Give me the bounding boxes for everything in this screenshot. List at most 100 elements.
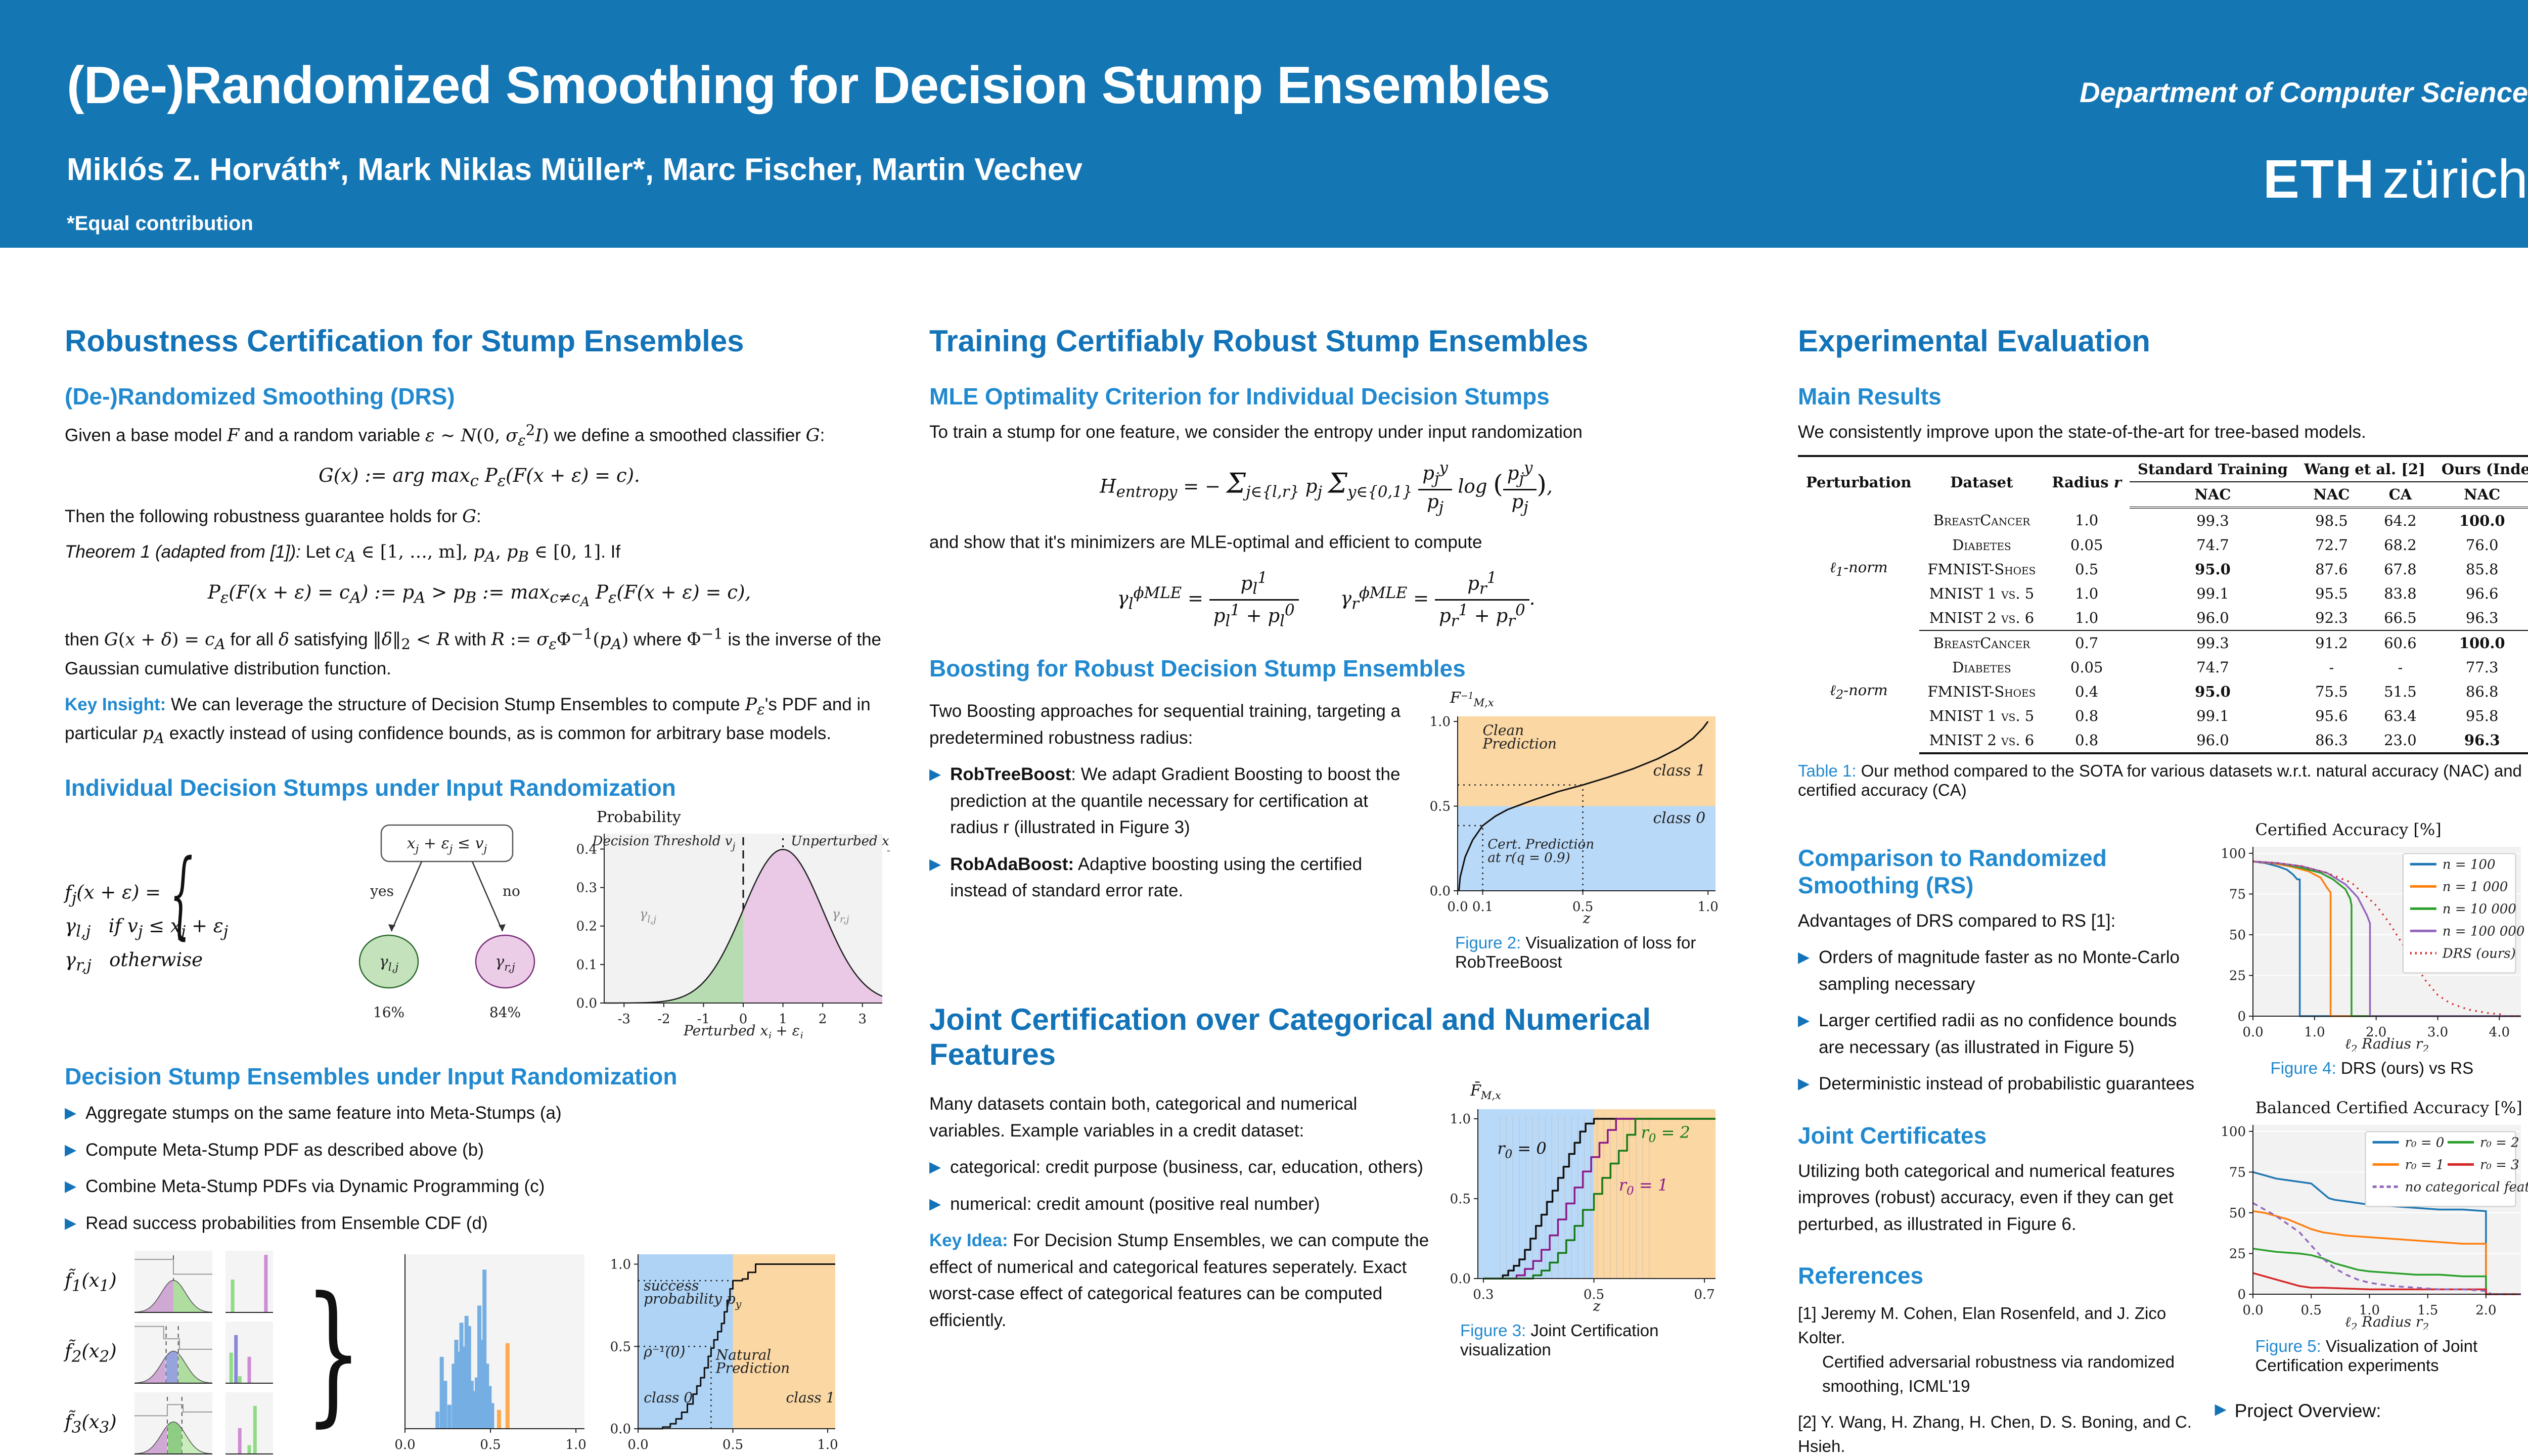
svg-text:0.0: 0.0 [610, 1422, 631, 1437]
svg-text:0.2: 0.2 [576, 919, 597, 934]
svg-text:2.0: 2.0 [2366, 1025, 2386, 1040]
bullet-text: Deterministic instead of probabilistic g… [1819, 1074, 2195, 1094]
meta-stump-label-3: f̃3(x3) [65, 1410, 117, 1437]
svg-text:no categorical features: no categorical features [2405, 1179, 2528, 1195]
svg-text:1.0: 1.0 [2304, 1025, 2325, 1040]
eth-logo-bold: ETH [2263, 148, 2375, 209]
sri-lab-logo-bold: SRI [2281, 1452, 2361, 1456]
department-name: Department of Computer Science [2080, 76, 2528, 108]
sri-lab-logo-light: LAB [2361, 1452, 2460, 1456]
stump-distribution-figure: Probability -3 -2 -1 0 1 2 3 0.0 0.1 0.2 0.3 0.4 Per… [566, 808, 890, 1038]
svg-text:0.0: 0.0 [1450, 1271, 1471, 1287]
bullet-item: ▶ RobTreeBoost: We adapt Gradient Boostin… [929, 761, 1412, 841]
svg-text:r0​ = 1: r0​ = 1 [1619, 1175, 1668, 1198]
svg-text:Unperturbed xj​: Unperturbed xj​ [791, 834, 890, 852]
paragraph: We consistently improve upon the state-o… [1798, 422, 2366, 442]
svg-text:no: no [503, 883, 520, 899]
svg-text:0.7: 0.7 [1694, 1287, 1714, 1302]
svg-text:1.0: 1.0 [1450, 1112, 1471, 1127]
svg-text:-2: -2 [657, 1012, 670, 1027]
svg-text:γr,j​: γr,j​ [495, 953, 515, 974]
svg-text:success: success [644, 1278, 699, 1294]
svg-text:75: 75 [2229, 1165, 2245, 1180]
svg-text:1: 1 [779, 1012, 787, 1027]
svg-text:16%: 16% [373, 1004, 404, 1021]
svg-text:Prediction: Prediction [1482, 736, 1557, 752]
svg-text:0: 0 [2237, 1009, 2246, 1024]
svg-text:-3: -3 [618, 1012, 630, 1027]
svg-text:Decision Threshold vj​: Decision Threshold vj​ [592, 834, 735, 852]
bullet-item: ▶ Aggregate stumps on the same feature in… [65, 1100, 894, 1127]
bullet-item: ▶ Deterministic instead of probabilistic … [1798, 1071, 2207, 1098]
bullet-text: Larger certified radii as no confidence … [1819, 1011, 2177, 1057]
table-row: ℓ1-normBreastCancer1.099.398.564.2100.08… [1829, 511, 2505, 579]
section-heading: Robustness Certification for Stump Ensem… [65, 324, 744, 358]
svg-text:DRS (ours): DRS (ours) [2442, 946, 2515, 961]
svg-text:0.1: 0.1 [1472, 899, 1493, 915]
meta-stump-plot-2 [134, 1322, 213, 1384]
figure-5-caption-label: Figure 5: [2255, 1336, 2321, 1355]
figure-4-caption: Figure 4: DRS (ours) vs RS [2271, 1059, 2528, 1078]
figure-3-caption-label: Figure 3: [1460, 1321, 1526, 1340]
svg-text:class 1: class 1 [786, 1389, 835, 1406]
pdf-plot-1 [225, 1251, 273, 1313]
results-table: Perturbation Dataset Radius r Standard Trai… [1798, 454, 2528, 754]
bullet-triangle-icon: ▶ [1798, 949, 1810, 966]
bullet-triangle-icon: ▶ [1798, 1012, 1810, 1029]
svg-text:Perturbed xj​ + εj​: Perturbed xj​ + εj​ [683, 1022, 803, 1038]
equation-entropy: Hentropy = − Σj∈{l,r} pj Σy∈{0,1} pjy pj … [1100, 458, 1553, 517]
equation-theorem-condition: Pε(F(x + ε) = cA) := pA > pB := maxc≠cA … [207, 581, 751, 610]
bullet-text: Orders of magnitude faster as no Monte-C… [1819, 947, 2180, 994]
bullet-triangle-icon: ▶ [65, 1214, 77, 1232]
svg-text:3: 3 [858, 1012, 867, 1027]
results-table-element: Perturbation Dataset Radius r Standard Trai… [1798, 454, 2528, 754]
subsection-heading-ensembles: Decision Stump Ensembles under Input Ran… [65, 1063, 678, 1089]
meta-stump-label-1: f̃1(x1) [65, 1269, 117, 1295]
svg-text:84%: 84% [489, 1004, 521, 1021]
svg-text:0.0: 0.0 [576, 996, 597, 1011]
key-insight-text: We can leverage the structure of Decisio… [65, 694, 871, 747]
equation-gamma-mle: γlϕMLE = pl1 pl1 + pl0 γrϕMLE = pr1 pr1 + … [1117, 568, 1536, 630]
table-1-caption-text: Our method compared to the SOTA for vari… [1798, 761, 2522, 799]
bullet-triangle-icon: ▶ [65, 1178, 77, 1195]
svg-text:γl,j​: γl,j​ [379, 953, 399, 974]
svg-text:0.3: 0.3 [1473, 1287, 1494, 1302]
svg-text:1.0: 1.0 [1697, 899, 1718, 915]
figure-3-caption-text: Joint Certification visualization [1460, 1321, 1659, 1359]
bullet-item: ▶ RobAdaBoost: Adaptive boosting using th… [929, 851, 1412, 904]
meta-stump-plot-1 [134, 1251, 213, 1313]
svg-text:25: 25 [2229, 1246, 2245, 1261]
table-row: ℓ2-normBreastCancer0.799.391.260.6100.07… [1829, 634, 2505, 702]
stump-plot-ylabel: Probability [597, 808, 681, 826]
svg-text:at r(q = 0.9): at r(q = 0.9) [1487, 850, 1570, 866]
paragraph: then G(x + δ) = cA for all δ satisfying … [65, 625, 882, 678]
figure-2-caption: Figure 2: Visualization of loss for RobT… [1455, 933, 1723, 972]
figure-3-caption: Figure 3: Joint Certification visualizat… [1460, 1321, 1723, 1359]
table-row: MNIST 1 vs. 50.899.195.663.495.891.699.2… [1929, 707, 2499, 724]
figure-1-metastumps-column: f̃1(x1) f̃2(x2) f̃3(x3) [65, 1247, 277, 1456]
ensemble-pdf-plot: 0.0 0.5 1.0 [394, 1254, 586, 1452]
svg-text:ℓ2​ Radius r2​: ℓ2​ Radius r2​ [2344, 1035, 2428, 1052]
svg-text:0.0: 0.0 [394, 1437, 415, 1452]
reference-item: [2] Y. Wang, H. Zhang, H. Chen, D. S. Bo… [1798, 1413, 2192, 1456]
svg-text:r₀ = 2: r₀ = 2 [2480, 1135, 2519, 1150]
poster-authors: Miklós Z. Horváth*, Mark Niklas Müller*,… [67, 152, 1082, 187]
svg-text:50: 50 [2229, 927, 2245, 942]
svg-text:1.0: 1.0 [610, 1257, 631, 1272]
paragraph: Many datasets contain both, categorical … [929, 1094, 1358, 1141]
svg-text:class 0: class 0 [1653, 809, 1705, 827]
figure-2-caption-text: Visualization of loss for RobTreeBoost [1455, 933, 1696, 972]
bullet-triangle-icon: ▶ [65, 1105, 77, 1121]
figure-1: f̃1(x1) f̃2(x2) f̃3(x3) } 0.0 0.5 1.0 0.0 0… [65, 1247, 894, 1456]
figure-5-plot: 0.0 0.5 1.0 1.5 2.0 0 25 50 75 100 ℓ2​ Radius r2​ r… [2221, 1124, 2528, 1329]
credit-variables-list: ▶ categorical: credit purpose (business, … [929, 1154, 1432, 1217]
figure-3-plot: 0.3 0.5 0.7 0.0 0.5 1.0 z r0​ = 0 r0​ = 2 r0​ = 1 [1450, 1109, 1716, 1314]
key-idea-label: Key Idea: [929, 1231, 1008, 1251]
figure-3-ylabel: F̄M,x [1470, 1082, 1501, 1102]
column-robustness-certification: Robustness Certification for Stump Ensem… [65, 303, 894, 1456]
equation-stump-function: fj(x + ε) = {γl,j if vj ≤ xj + εj γr,j ot… [65, 838, 229, 974]
paragraph: Then the following robustness guarantee … [65, 506, 481, 527]
drs-advantages-list: ▶ Orders of magnitude faster as no Monte-… [1798, 944, 2207, 1098]
section-heading: Training Certifiably Robust Stump Ensemb… [929, 324, 1589, 358]
